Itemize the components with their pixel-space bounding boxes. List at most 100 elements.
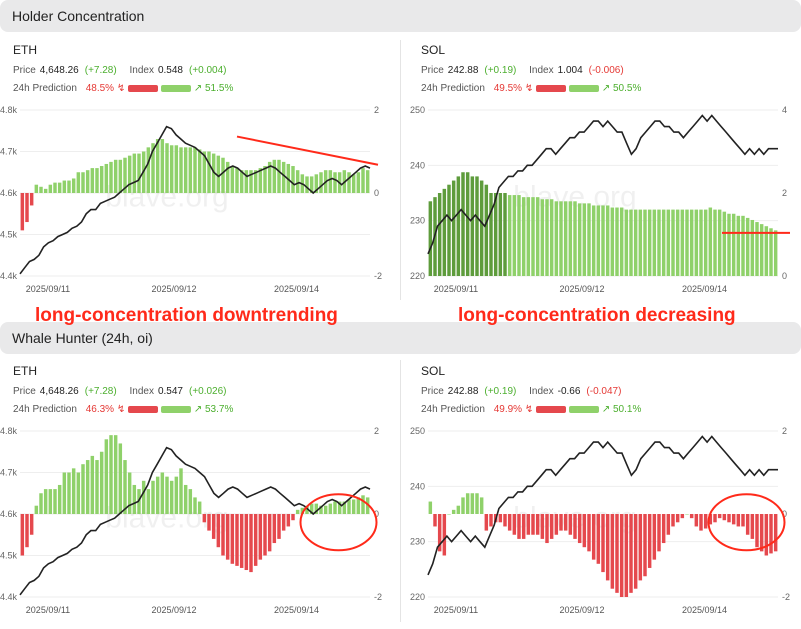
bar (773, 514, 778, 552)
bar (151, 143, 155, 193)
y2-tick-label: 2 (374, 426, 379, 436)
bar (43, 489, 48, 514)
y-tick-label: 4.6k (0, 188, 17, 198)
bar (573, 514, 577, 539)
bar (489, 514, 493, 527)
bar (76, 172, 81, 193)
bar (764, 514, 769, 556)
bar (211, 514, 216, 539)
bar (638, 209, 643, 276)
y-tick-label: 240 (410, 160, 425, 170)
bar (507, 514, 512, 531)
section-header-whale: Whale Hunter (24h, oi) (0, 322, 801, 354)
bar (361, 495, 365, 514)
bar (160, 472, 165, 514)
bar (267, 514, 272, 552)
y-tick-label: 4.4k (0, 592, 17, 602)
bar (216, 155, 221, 193)
bar (347, 172, 351, 193)
price-label: Price (13, 65, 36, 76)
bar (475, 493, 479, 514)
panel-whale-sol: SOL Price 242.88 (+0.19) Index -0.66 (-0.047… (408, 359, 798, 619)
bar (277, 514, 281, 539)
x-tick-label: 2025/09/14 (682, 605, 727, 615)
section-title: Whale Hunter (24h, oi) (12, 330, 153, 346)
bar (554, 514, 559, 535)
chart: 4.8k 4.7k 4.6k 4.5k 4.4k 2 0 -2 2025/09/11 2025/0… (0, 426, 382, 615)
bar (727, 514, 731, 523)
bar (76, 472, 81, 514)
bar (151, 480, 155, 514)
bar (123, 157, 127, 193)
bar (531, 197, 535, 276)
bar (484, 184, 489, 276)
y-tick-label: 4.5k (0, 551, 17, 561)
bar (591, 205, 596, 276)
bar (62, 180, 67, 193)
price-line (19, 446, 371, 596)
bar (773, 230, 778, 276)
prediction-up-bar (569, 405, 600, 413)
prediction-label: 24h Prediction (421, 404, 485, 415)
bar (295, 170, 300, 193)
bar (146, 147, 151, 193)
y-tick-label: 4.5k (0, 230, 17, 240)
index-change: (-0.006) (588, 65, 624, 76)
bar (722, 514, 727, 521)
bar (708, 207, 713, 276)
trend-down-icon: ↯ (524, 404, 534, 415)
bar (169, 145, 174, 193)
bar (20, 514, 25, 556)
bar (456, 176, 461, 276)
bar (216, 514, 221, 548)
y-tick-label: 4.7k (0, 468, 17, 478)
bar (174, 476, 179, 514)
bar (165, 476, 169, 514)
prediction-row: 24h Prediction 49.9% ↯ ↗ 50.1% (421, 404, 641, 415)
index-value: 0.548 (157, 65, 183, 76)
bar (193, 497, 197, 514)
bar (461, 172, 465, 276)
bar (722, 211, 727, 276)
bar (689, 209, 694, 276)
bar (708, 514, 713, 525)
price-value: 4,648.26 (39, 65, 79, 76)
price-value: 4,648.26 (39, 386, 79, 397)
bar (263, 514, 267, 556)
bar (207, 514, 211, 531)
bar (113, 159, 118, 193)
x-tick-label: 2025/09/11 (26, 605, 70, 615)
coin-label: SOL (421, 364, 446, 378)
prediction-up: 50.1% (612, 404, 642, 415)
bar (512, 514, 517, 535)
bar (174, 145, 179, 193)
bar (328, 170, 333, 193)
bar (619, 207, 624, 276)
bar (745, 514, 750, 535)
bar (146, 489, 151, 514)
y-tick-label: 4.4k (0, 271, 17, 281)
bar (337, 501, 342, 514)
bar (503, 514, 507, 527)
prediction-down: 46.3% (85, 404, 115, 415)
price-row: Price 4,648.26 (+7.28) Index 0.547 (+0.026) (13, 386, 227, 397)
bar (601, 205, 605, 276)
bar (442, 188, 447, 276)
bar (666, 514, 671, 535)
x-tick-label: 2025/09/11 (26, 284, 70, 294)
price-row: Price 4,648.26 (+7.28) Index 0.548 (+0.004) (13, 65, 227, 76)
bar (442, 514, 447, 556)
bar (239, 170, 244, 193)
bar (703, 209, 708, 276)
y2-tick-label: 0 (374, 188, 379, 198)
index-change: (+0.004) (188, 65, 227, 76)
coin-label: ETH (13, 364, 37, 378)
bar (764, 226, 769, 276)
bar (244, 514, 249, 571)
y-tick-label: 230 (410, 537, 425, 547)
bar (769, 514, 773, 554)
bar (671, 209, 675, 276)
bar (249, 170, 253, 193)
bar (90, 168, 95, 193)
bar (183, 147, 188, 193)
